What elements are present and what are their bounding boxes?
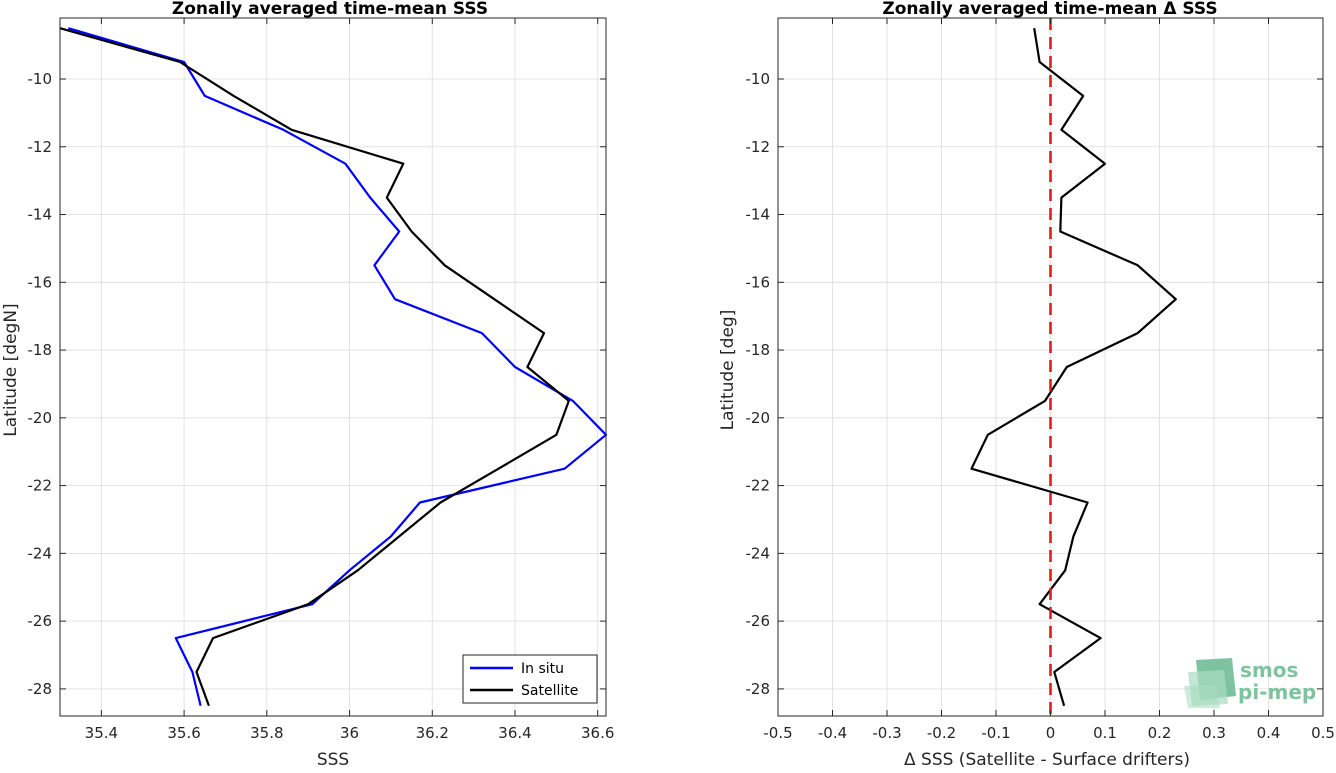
right-y-tick-label: -14 bbox=[746, 206, 771, 224]
right-y-axis-label: Latitude [deg] bbox=[718, 310, 738, 431]
right-y-tick-label: -24 bbox=[746, 544, 771, 562]
right-y-tick-label: -20 bbox=[746, 409, 771, 427]
left-y-tick-label: -26 bbox=[28, 612, 53, 630]
right-y-tick-label: -12 bbox=[746, 138, 771, 156]
logo-text-smos: smos bbox=[1240, 658, 1298, 682]
left-y-tick-label: -14 bbox=[28, 206, 53, 224]
left-y-axis-label: Latitude [degN] bbox=[1, 303, 21, 436]
left-y-tick-label: -12 bbox=[28, 138, 53, 156]
left-y-tick-label: -18 bbox=[28, 341, 53, 359]
right-x-tick-label: 0.5 bbox=[1311, 724, 1335, 742]
right-y-tick-label: -22 bbox=[746, 477, 771, 495]
left-x-tick-label: 35.8 bbox=[250, 724, 283, 742]
right-x-tick-label: 0.2 bbox=[1148, 724, 1172, 742]
right-ticks: -0.5 -0.4 -0.3 -0.2 -0.1 0 0.1 0.2 0.3 0.4 0.5 -28 -… bbox=[746, 18, 1335, 742]
left-y-tick-label: -20 bbox=[28, 409, 53, 427]
legend-box bbox=[462, 654, 598, 704]
left-y-tick-label: -28 bbox=[28, 680, 53, 698]
right-chart-title: Zonally averaged time-mean Δ SSS bbox=[882, 0, 1217, 19]
legend-label-in-situ: In situ bbox=[521, 661, 564, 677]
right-x-tick-label: 0 bbox=[1046, 724, 1056, 742]
right-x-tick-label: -0.1 bbox=[981, 724, 1010, 742]
left-x-tick-label: 36.4 bbox=[498, 724, 531, 742]
legend-label-satellite: Satellite bbox=[521, 683, 578, 699]
right-x-tick-label: -0.2 bbox=[927, 724, 956, 742]
left-x-tick-label: 36.2 bbox=[416, 724, 449, 742]
right-series-line-delta-sss bbox=[970, 28, 1177, 707]
left-x-tick-label: 36 bbox=[340, 724, 359, 742]
right-y-tick-label: -10 bbox=[746, 70, 771, 88]
right-x-axis-label: Δ SSS (Satellite - Surface drifters) bbox=[904, 750, 1190, 769]
right-series-group bbox=[970, 18, 1177, 716]
left-y-tick-label: -16 bbox=[28, 273, 53, 291]
right-y-tick-label: -16 bbox=[746, 273, 771, 291]
left-x-tick-label: 35.6 bbox=[167, 724, 200, 742]
right-panel: Zonally averaged time-mean Δ SSS -0.5 -0.… bbox=[718, 0, 1335, 770]
left-y-tick-label: -22 bbox=[28, 477, 53, 495]
right-y-tick-label: -28 bbox=[746, 680, 771, 698]
right-x-tick-label: -0.4 bbox=[818, 724, 847, 742]
right-y-tick-label: -18 bbox=[746, 341, 771, 359]
left-x-axis-label: SSS bbox=[317, 750, 349, 769]
left-panel: Zonally averaged time-mean SSS 35.4 35.6 3… bbox=[1, 0, 614, 770]
left-ticks: 35.4 35.6 35.8 36 36.2 36.4 36.6 -28 -26 -24 -22 -2… bbox=[28, 18, 614, 742]
left-chart-title: Zonally averaged time-mean SSS bbox=[172, 0, 488, 19]
logo-text-pi-mep: pi-mep bbox=[1238, 680, 1316, 704]
left-y-tick-label: -24 bbox=[28, 544, 53, 562]
smos-pi-mep-logo: smos pi-mep bbox=[1184, 658, 1316, 708]
left-x-tick-label: 36.6 bbox=[581, 724, 614, 742]
left-series-group bbox=[59, 27, 608, 707]
left-plot-area bbox=[60, 18, 606, 716]
left-y-tick-label: -10 bbox=[28, 70, 53, 88]
right-x-tick-label: -0.3 bbox=[872, 724, 901, 742]
legend: In situ Satellite bbox=[462, 654, 598, 704]
left-series-line-satellite bbox=[59, 27, 570, 707]
right-x-tick-label: 0.1 bbox=[1093, 724, 1117, 742]
left-x-tick-label: 35.4 bbox=[85, 724, 118, 742]
right-x-tick-label: 0.4 bbox=[1257, 724, 1281, 742]
right-x-tick-label: 0.3 bbox=[1202, 724, 1226, 742]
logo-waves-icon bbox=[1184, 658, 1236, 708]
right-x-tick-label: -0.5 bbox=[763, 724, 792, 742]
right-y-tick-label: -26 bbox=[746, 612, 771, 630]
left-axes-box bbox=[59, 17, 607, 717]
